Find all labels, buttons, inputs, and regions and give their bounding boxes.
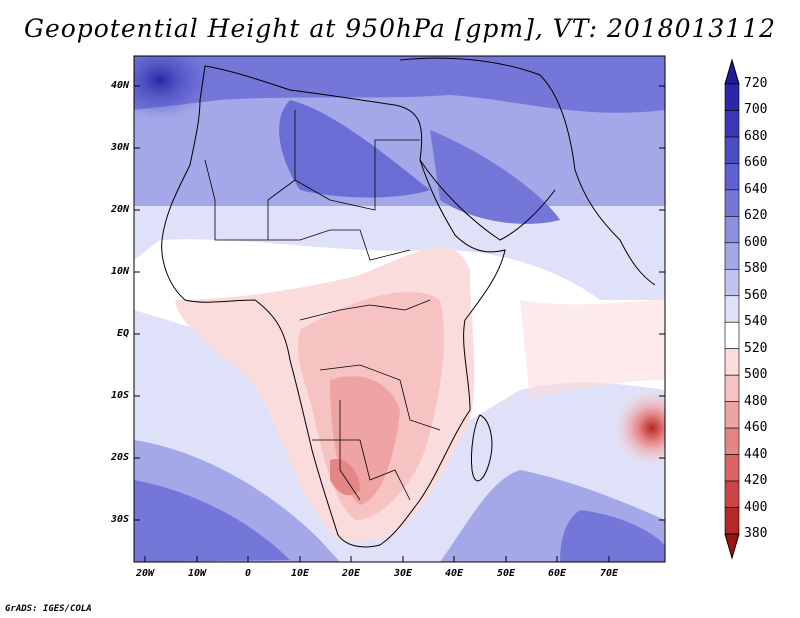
colorbar-segment [724, 480, 740, 508]
colorbar-segment [724, 242, 740, 270]
lon-label-30e: 30E [393, 568, 413, 579]
colorbar-segment [724, 216, 740, 244]
colorbar-label: 720 [744, 76, 768, 91]
lon-label-0: 0 [244, 568, 252, 579]
height-field [134, 56, 665, 562]
colorbar-segment [724, 110, 740, 138]
lon-label-70e: 70E [599, 568, 619, 579]
colorbar-top-arrow [724, 58, 740, 85]
lat-label-40n: 40N [110, 80, 129, 91]
field-arabia-high [430, 130, 560, 224]
colorbar-label: 580 [744, 261, 768, 277]
colorbar-segment [724, 348, 740, 376]
colorbar-label: 500 [744, 367, 768, 383]
lat-label-20s: 20S [110, 452, 129, 463]
colorbar-segment [724, 268, 740, 297]
field-east-low [612, 388, 665, 468]
colorbar-segment [724, 189, 740, 217]
lat-label-eq: EQ [116, 328, 129, 339]
lon-label-10e: 10E [290, 568, 310, 579]
lon-tick-marks [144, 556, 610, 562]
colorbar-bottom-arrow [724, 533, 740, 560]
madagascar-coastline [471, 414, 493, 482]
lat-label-10s: 10S [110, 390, 129, 401]
colorbar-label: 620 [744, 208, 768, 224]
colorbar-segment [724, 321, 740, 350]
colorbar-segment [724, 136, 740, 164]
lon-label-10w: 10W [187, 568, 207, 579]
field-sahara-high [279, 100, 430, 198]
colorbar-label: 460 [744, 420, 768, 436]
field-indian-ocean [520, 300, 665, 400]
lon-label-40e: 40E [444, 568, 464, 579]
colorbar-label: 640 [744, 181, 768, 197]
colorbar-label: 700 [744, 102, 768, 118]
colorbar-segment [724, 401, 740, 429]
colorbar-label: 400 [744, 499, 768, 515]
field-se-high-inner [560, 510, 665, 562]
colorbar-label: 480 [744, 393, 768, 409]
lon-label-60e: 60E [547, 568, 567, 579]
colorbar-segment [724, 83, 740, 111]
lat-label-20n: 20N [110, 204, 129, 215]
asia-coastline [399, 57, 656, 286]
lat-label-30n: 30N [110, 142, 129, 153]
map-title: Geopotential Height at 950hPa [gpm], VT:… [23, 14, 777, 43]
country-borders [204, 110, 441, 501]
colorbar-segment [724, 507, 740, 535]
lon-label-20w: 20W [135, 568, 155, 579]
coastlines [161, 57, 656, 548]
colorbar-segment [724, 163, 740, 191]
lon-label-20e: 20E [341, 568, 361, 579]
colorbar-label: 600 [744, 234, 768, 250]
lat-tick-marks [134, 85, 665, 521]
africa-coastline [161, 65, 506, 548]
colorbar-label: 680 [744, 128, 768, 144]
colorbar-label: 540 [744, 314, 768, 330]
lat-label-30s: 30S [110, 514, 129, 525]
map-frame [133, 55, 666, 563]
lat-label-10n: 10N [110, 266, 129, 277]
field-nw-high [134, 56, 210, 120]
colorbar-label: 420 [744, 473, 768, 489]
colorbar-segment [724, 427, 740, 455]
colorbar-label: 380 [744, 526, 768, 541]
colorbar-label: 520 [744, 340, 768, 356]
colorbar-label: 440 [744, 446, 768, 462]
field-sw-high-inner [134, 480, 290, 562]
colorbar-label: 560 [744, 287, 768, 303]
colorbar-segment [724, 374, 740, 402]
grads-credit: GrADS: IGES/COLA [5, 604, 92, 614]
red-sea-coastline [419, 159, 556, 241]
lon-label-50e: 50E [496, 568, 516, 579]
colorbar-segment [724, 454, 740, 482]
field-north-deep [134, 56, 665, 113]
colorbar-segment [724, 295, 740, 323]
colorbar-label: 660 [744, 155, 768, 171]
colorbar [724, 58, 740, 560]
